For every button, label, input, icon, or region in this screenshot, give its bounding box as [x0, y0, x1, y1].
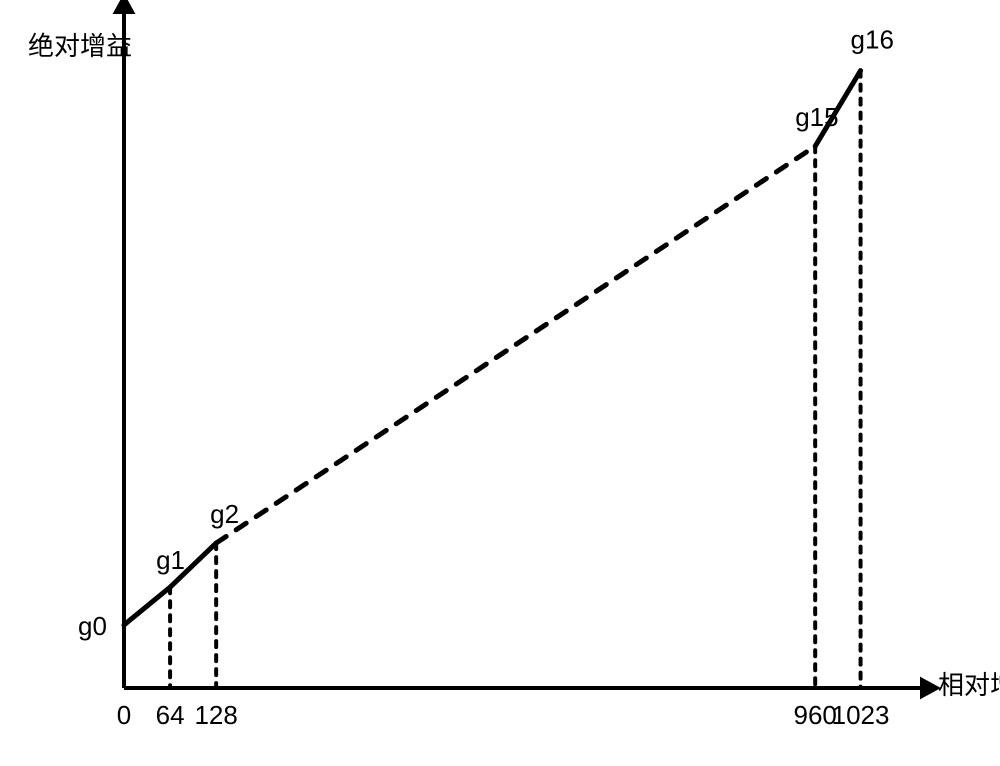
- point-label-g1: g1: [156, 545, 185, 575]
- point-label-g15: g15: [795, 102, 838, 132]
- point-label-g2: g2: [210, 499, 239, 529]
- point-label-g0: g0: [78, 611, 107, 641]
- x-tick-960: 960: [794, 700, 837, 730]
- x-axis-label: 相对增益: [938, 671, 1000, 700]
- gain-chart: 绝对增益相对增益 g0 g1 g2 g15 g16 0 64 128 9601023: [0, 0, 1000, 766]
- y-axis-label: 绝对增益: [28, 32, 132, 61]
- chart-svg: 绝对增益相对增益 g0 g1 g2 g15 g16 0 64 128 9601023: [0, 0, 1000, 766]
- x-tick-128: 128: [194, 700, 237, 730]
- x-tick-0: 0: [117, 700, 131, 730]
- point-label-g16: g16: [851, 25, 894, 55]
- x-tick-64: 64: [156, 700, 185, 730]
- x-tick-1023: 1023: [832, 700, 890, 730]
